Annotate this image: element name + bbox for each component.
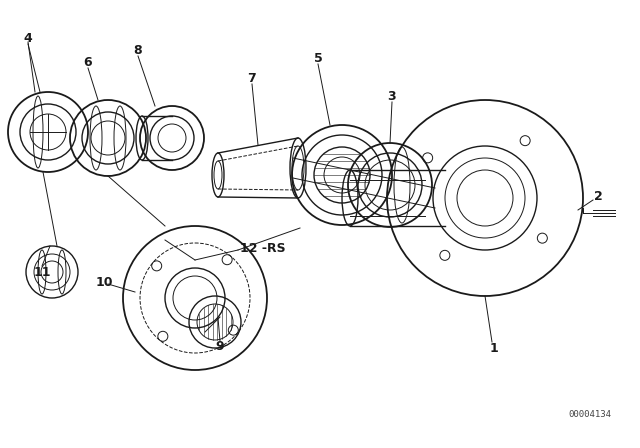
Text: 10: 10	[95, 276, 113, 289]
Text: 1: 1	[490, 341, 499, 354]
Text: 7: 7	[248, 72, 257, 85]
Text: 9: 9	[216, 340, 224, 353]
Text: 8: 8	[134, 43, 142, 56]
Text: 12 -RS: 12 -RS	[240, 241, 285, 254]
Text: 4: 4	[24, 31, 33, 44]
Text: 2: 2	[594, 190, 602, 202]
Text: 00004134: 00004134	[568, 410, 611, 419]
Text: 5: 5	[314, 52, 323, 65]
Text: 3: 3	[388, 90, 396, 103]
Text: 6: 6	[84, 56, 92, 69]
Text: 11: 11	[33, 266, 51, 279]
